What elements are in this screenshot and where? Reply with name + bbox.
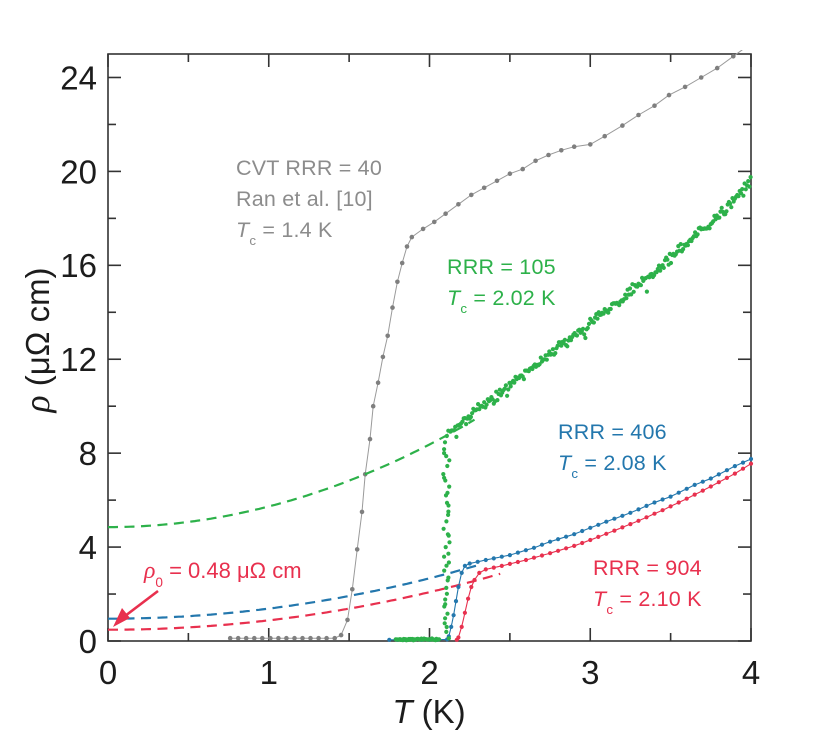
label-cvt-tc: Tc = 1.4 K <box>236 218 333 249</box>
y-tick-labels: 0 4 8 12 16 20 24 <box>60 59 97 660</box>
label-rrr904-tc: Tc = 2.10 K <box>593 587 702 618</box>
rho0-annotation: ρ0 = 0.48 μΩ cm <box>144 558 302 591</box>
series-cvt-rrr40 <box>227 50 743 641</box>
x-tick-label: 0 <box>99 654 117 691</box>
y-tick-label: 4 <box>79 529 97 566</box>
label-cvt-sample: CVT RRR = 40 Ran et al. [10] Tc = 1.4 K <box>236 153 382 253</box>
x-tick-labels: 0 1 2 3 4 <box>99 654 760 691</box>
series-rrr105-fit <box>108 418 476 529</box>
y-axis-label: ρ (μΩ cm) <box>17 267 57 413</box>
series-rrr904 <box>454 461 754 642</box>
rho0-arrow <box>113 589 159 627</box>
x-tick-label: 1 <box>260 654 278 691</box>
label-rrr105-tc: Tc = 2.02 K <box>447 286 556 317</box>
label-cvt-line2: Ran et al. [10] <box>236 187 373 211</box>
label-rrr105-line1: RRR = 105 <box>447 255 556 279</box>
label-rrr105-sample: RRR = 105 Tc = 2.02 K <box>447 252 556 321</box>
y-tick-label: 0 <box>79 623 97 660</box>
series-rrr105 <box>393 175 753 643</box>
label-rrr406-line1: RRR = 406 <box>558 420 667 444</box>
x-tick-label: 3 <box>581 654 599 691</box>
y-tick-label: 16 <box>60 247 97 284</box>
x-tick-label: 2 <box>420 654 438 691</box>
label-rrr406-sample: RRR = 406 Tc = 2.08 K <box>558 417 667 486</box>
y-tick-label: 20 <box>60 153 97 190</box>
y-tick-label: 12 <box>60 341 97 378</box>
label-rrr904-line1: RRR = 904 <box>593 556 702 580</box>
x-axis-label: T (K) <box>392 693 466 730</box>
data-series <box>108 50 754 643</box>
series-rrr406-fit <box>108 564 478 620</box>
label-rrr904-sample: RRR = 904 Tc = 2.10 K <box>593 553 702 622</box>
label-rrr406-tc: Tc = 2.08 K <box>558 451 667 482</box>
y-tick-label: 8 <box>79 435 97 472</box>
label-cvt-line1: CVT RRR = 40 <box>236 156 382 180</box>
x-tick-label: 4 <box>742 654 760 691</box>
y-tick-label: 24 <box>60 59 97 96</box>
